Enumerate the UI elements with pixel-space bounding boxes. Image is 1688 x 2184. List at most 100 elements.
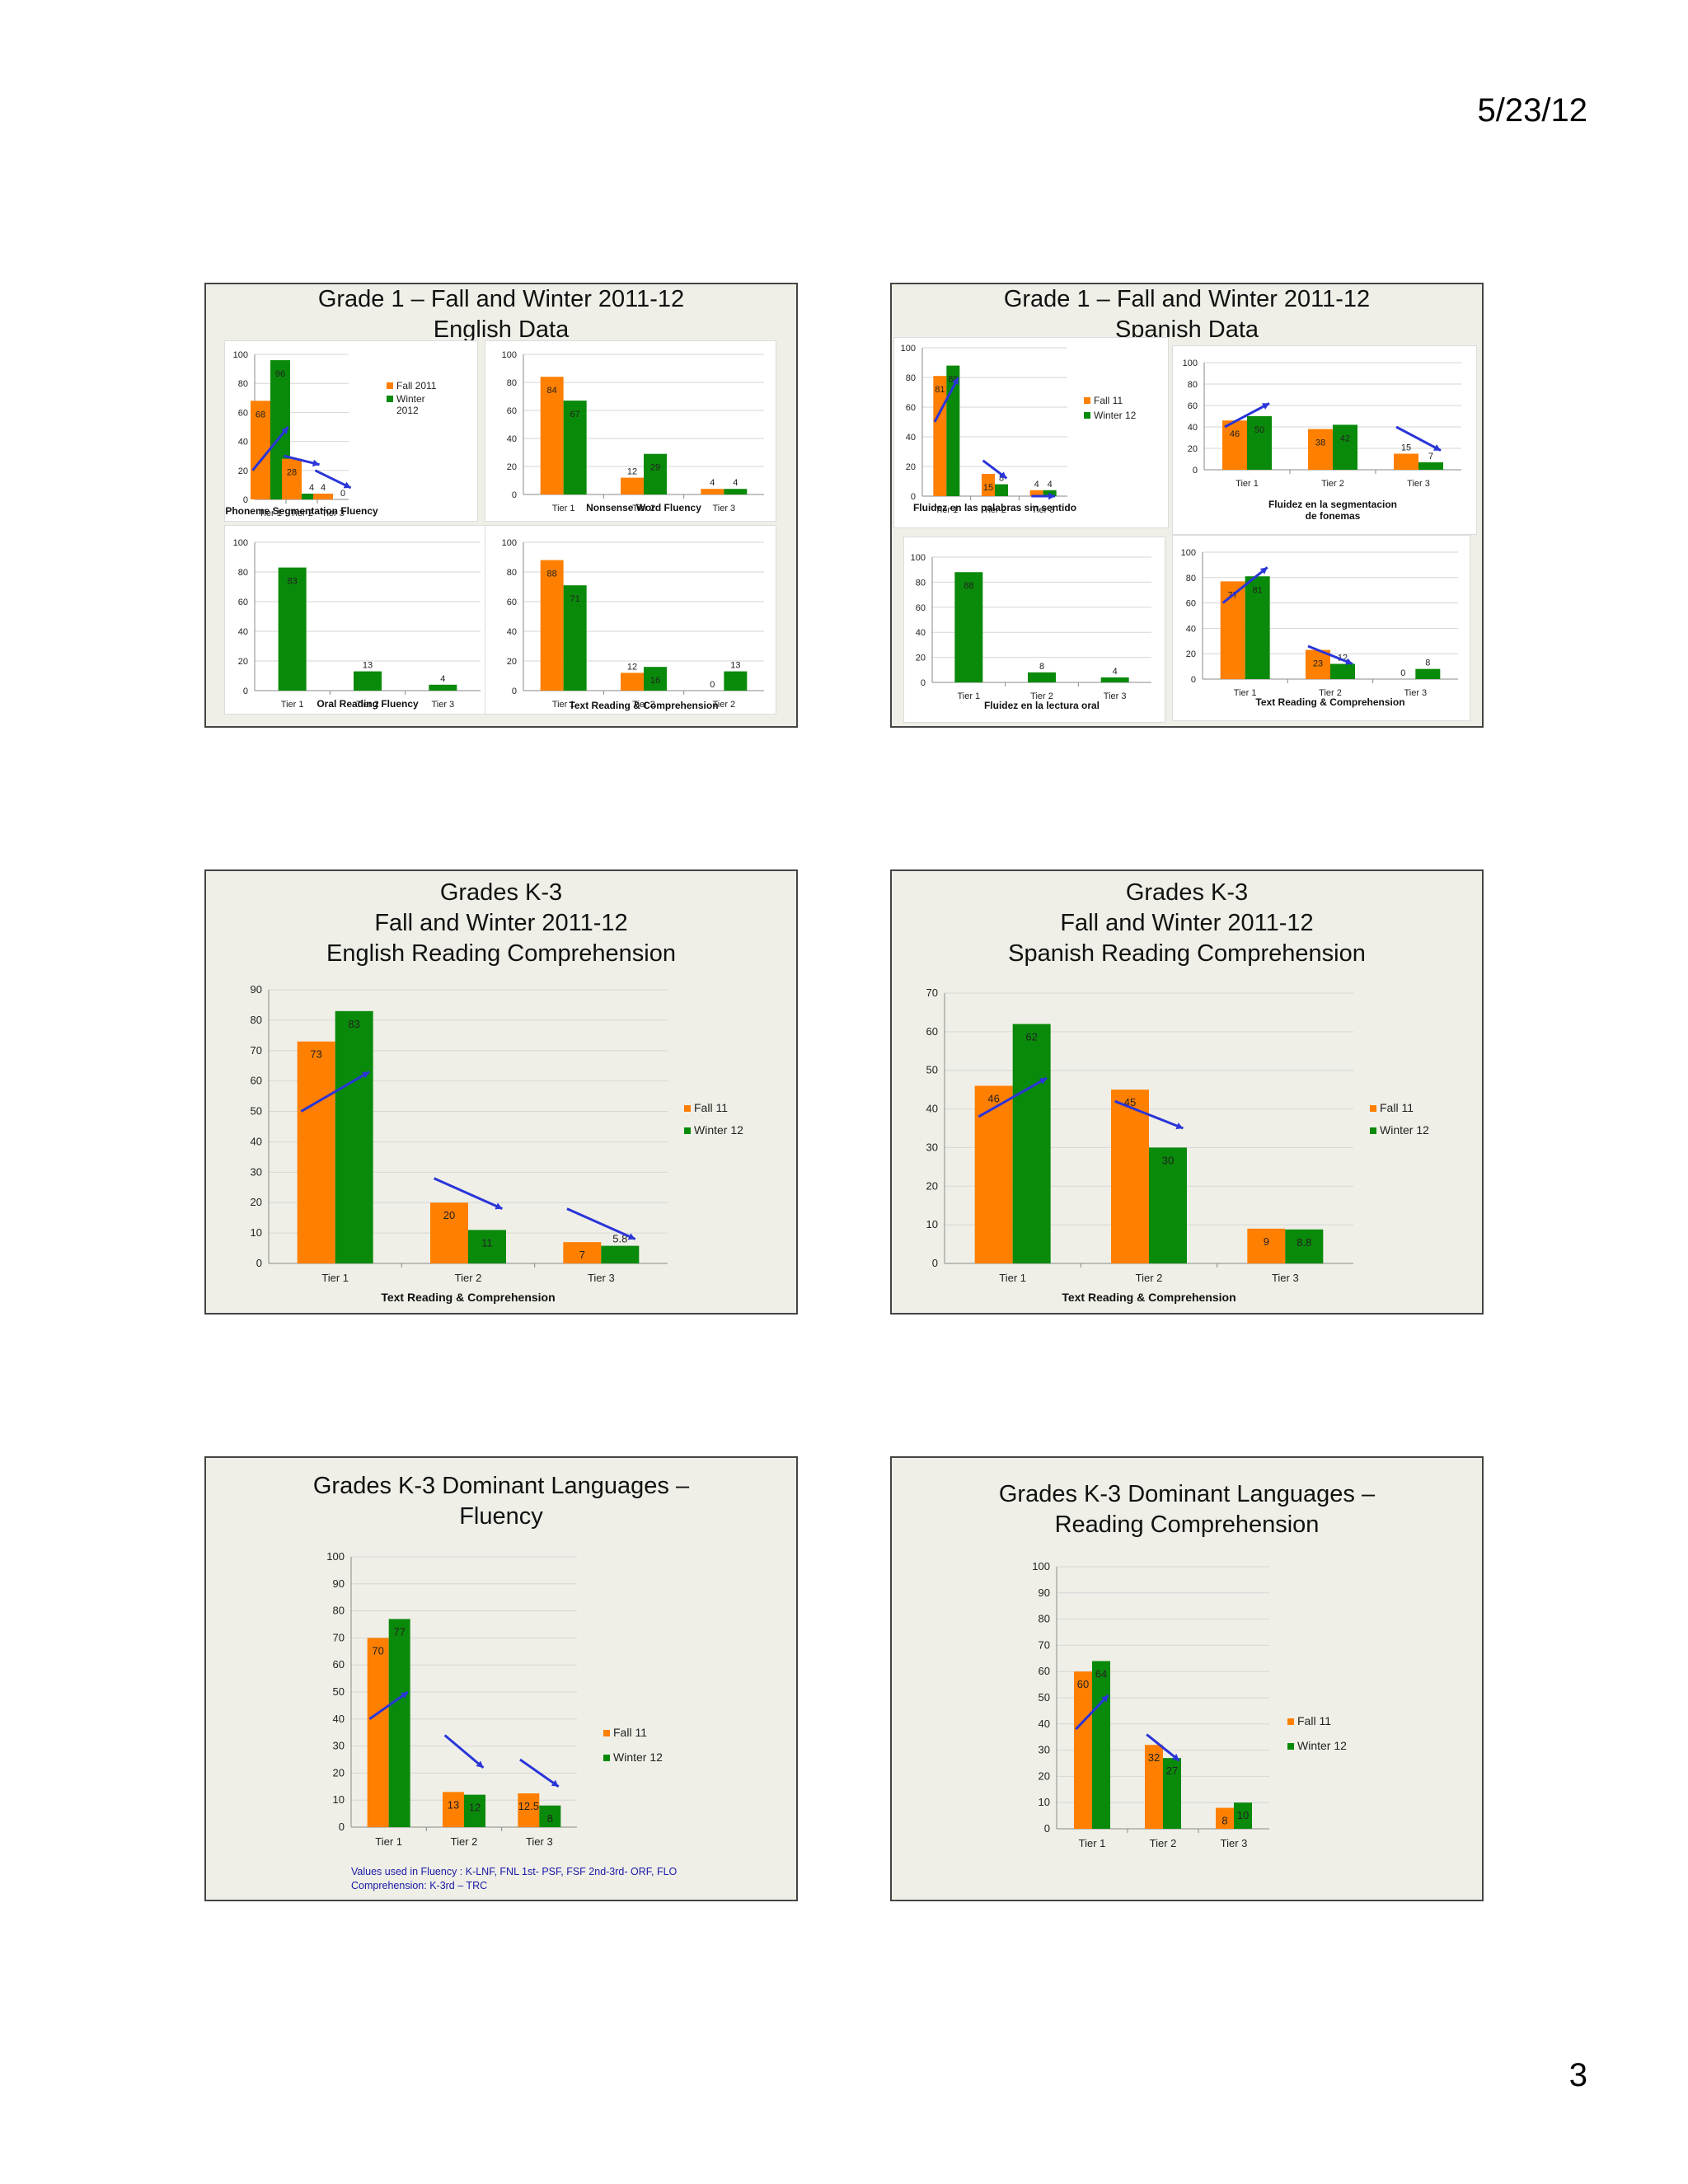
- bar: [563, 1242, 602, 1263]
- bar: [1111, 1090, 1149, 1263]
- data-label: 15: [1401, 443, 1411, 453]
- k3-comprehension-chart: 0 10 20 30 40 50 60 70 80 90 100 Tier 1 60 64 Tier 2 32…: [1032, 1560, 1347, 1849]
- x-tick-label: Tier 2: [1321, 479, 1344, 489]
- data-label: 88: [964, 581, 973, 591]
- data-label: 96: [275, 369, 285, 379]
- data-label: 9: [1264, 1235, 1269, 1248]
- y-tick-label: 0: [921, 678, 926, 688]
- y-tick-label: 100: [502, 350, 517, 360]
- trend-arrow: [1114, 1099, 1184, 1130]
- y-tick-label: 80: [1039, 1613, 1050, 1625]
- y-tick-label: 40: [1188, 423, 1198, 433]
- y-tick-label: 40: [238, 438, 248, 448]
- data-label: 71: [570, 594, 580, 604]
- bar: [1149, 1147, 1187, 1263]
- y-tick-label: 10: [926, 1218, 938, 1230]
- y-tick-label: 70: [1039, 1638, 1050, 1651]
- chart-title: Nonsense Word Fluency: [586, 502, 701, 513]
- y-tick-label: 50: [333, 1685, 345, 1698]
- trend-arrow-head: [1345, 658, 1353, 665]
- bar: [1163, 1758, 1181, 1829]
- chart-title: Text Reading & Comprehension: [1255, 696, 1404, 708]
- x-tick-label: Tier 1: [1079, 1837, 1106, 1849]
- k3-english-chart: 0 10 20 30 40 50 60 70 80 90 Tier 1 73 83 Tier 2 20 11 T…: [251, 983, 744, 1304]
- x-tick-label: Tier 3: [1221, 1837, 1248, 1849]
- data-label: 88: [547, 569, 557, 579]
- slide-grade1-english: Grade 1 – Fall and Winter 2011-12 Englis…: [204, 283, 798, 728]
- y-tick-label: 30: [1039, 1744, 1050, 1756]
- bar: [1216, 1807, 1234, 1829]
- chart-panel: 0 20 40 60 80 100 Tier 1 83 Tier 2 13 Tier 3 4 Oral …: [224, 525, 498, 715]
- x-tick-label: Tier 3: [1032, 505, 1055, 515]
- y-tick-label: 40: [333, 1713, 345, 1725]
- data-label: 27: [1166, 1765, 1178, 1777]
- data-label: 4: [440, 674, 445, 684]
- trend-arrow-head: [401, 1692, 409, 1699]
- legend-label: Winter: [396, 393, 425, 405]
- trend-arrow: [300, 1071, 370, 1113]
- y-tick-label: 20: [238, 657, 248, 667]
- slide-title-line: Fall and Winter 2011-12: [1060, 910, 1314, 936]
- x-tick-label: Tier 1: [935, 505, 958, 515]
- x-tick-label: Tier 3: [1407, 479, 1430, 489]
- bar: [946, 365, 960, 496]
- slide-title-line: Reading Comprehension: [1054, 1511, 1320, 1538]
- slide-title-line: Fall and Winter 2011-12: [374, 910, 628, 936]
- bar: [429, 684, 457, 691]
- bar: [1333, 424, 1357, 470]
- x-tick-label: Tier 3: [1404, 688, 1427, 698]
- x-tick-label: Tier 2: [356, 700, 379, 710]
- y-tick-label: 70: [333, 1631, 345, 1643]
- trend-arrow-head: [343, 481, 351, 489]
- bar: [518, 1793, 540, 1827]
- trend-arrow: [368, 1690, 409, 1721]
- data-label: 13: [730, 661, 740, 671]
- x-tick-label: Tier 1: [957, 691, 980, 701]
- y-tick-label: 60: [1186, 599, 1196, 609]
- y-tick-label: 60: [926, 1025, 938, 1038]
- data-label: 5.8: [612, 1233, 627, 1245]
- x-tick-label: Tier 2: [712, 700, 735, 710]
- y-tick-label: 100: [1032, 1560, 1050, 1572]
- data-label: 70: [372, 1644, 383, 1657]
- legend-swatch: [387, 382, 393, 389]
- x-tick-label: Tier 3: [526, 1835, 553, 1848]
- y-tick-label: 20: [507, 657, 517, 667]
- data-label: 8: [1425, 658, 1430, 668]
- y-tick-label: 100: [901, 344, 916, 354]
- chart-title: Text Reading & Comprehension: [569, 700, 718, 711]
- slide-k3-spanish: Grades K-3 Fall and Winter 2011-12 Spani…: [890, 869, 1484, 1315]
- bar: [724, 671, 748, 691]
- slide-title: Grades K-3 Dominant Languages – Fluency: [206, 1471, 796, 1532]
- bar: [982, 474, 995, 496]
- bar: [1234, 1802, 1252, 1829]
- data-label: 28: [287, 468, 297, 478]
- bar: [1100, 677, 1129, 682]
- legend-label: Fall 11: [1094, 395, 1123, 406]
- x-tick-label: Tier 1: [552, 504, 575, 513]
- bar: [468, 1230, 506, 1263]
- data-label: 4: [1034, 480, 1039, 490]
- data-label: 46: [987, 1092, 999, 1104]
- y-tick-label: 90: [1039, 1586, 1050, 1599]
- y-tick-label: 50: [1039, 1691, 1050, 1704]
- trend-arrow: [978, 1076, 1048, 1118]
- y-tick-label: 0: [512, 687, 517, 696]
- data-label: 8: [547, 1812, 553, 1825]
- slide-title-line: Fluency: [459, 1503, 543, 1530]
- x-tick-label: Tier 3: [712, 504, 735, 513]
- y-tick-label: 10: [251, 1226, 262, 1239]
- y-tick-label: 70: [926, 987, 938, 999]
- y-tick-label: 70: [251, 1044, 262, 1057]
- oral-reading-chart: 0 20 40 60 80 100 Tier 1 83 Tier 2 13 Tier 3 4 Oral …: [233, 538, 481, 710]
- y-tick-label: 20: [507, 462, 517, 472]
- x-tick-label: Tier 1: [552, 700, 575, 710]
- bar: [1245, 576, 1270, 679]
- data-label: 13: [363, 661, 373, 671]
- y-tick-label: 50: [926, 1064, 938, 1076]
- x-tick-label: Tier 2: [632, 504, 655, 513]
- footnote-line: Comprehension: K-3rd – TRC: [351, 1880, 488, 1891]
- trend-arrow-head: [312, 459, 320, 467]
- bar: [1074, 1671, 1092, 1829]
- legend-swatch: [603, 1755, 610, 1761]
